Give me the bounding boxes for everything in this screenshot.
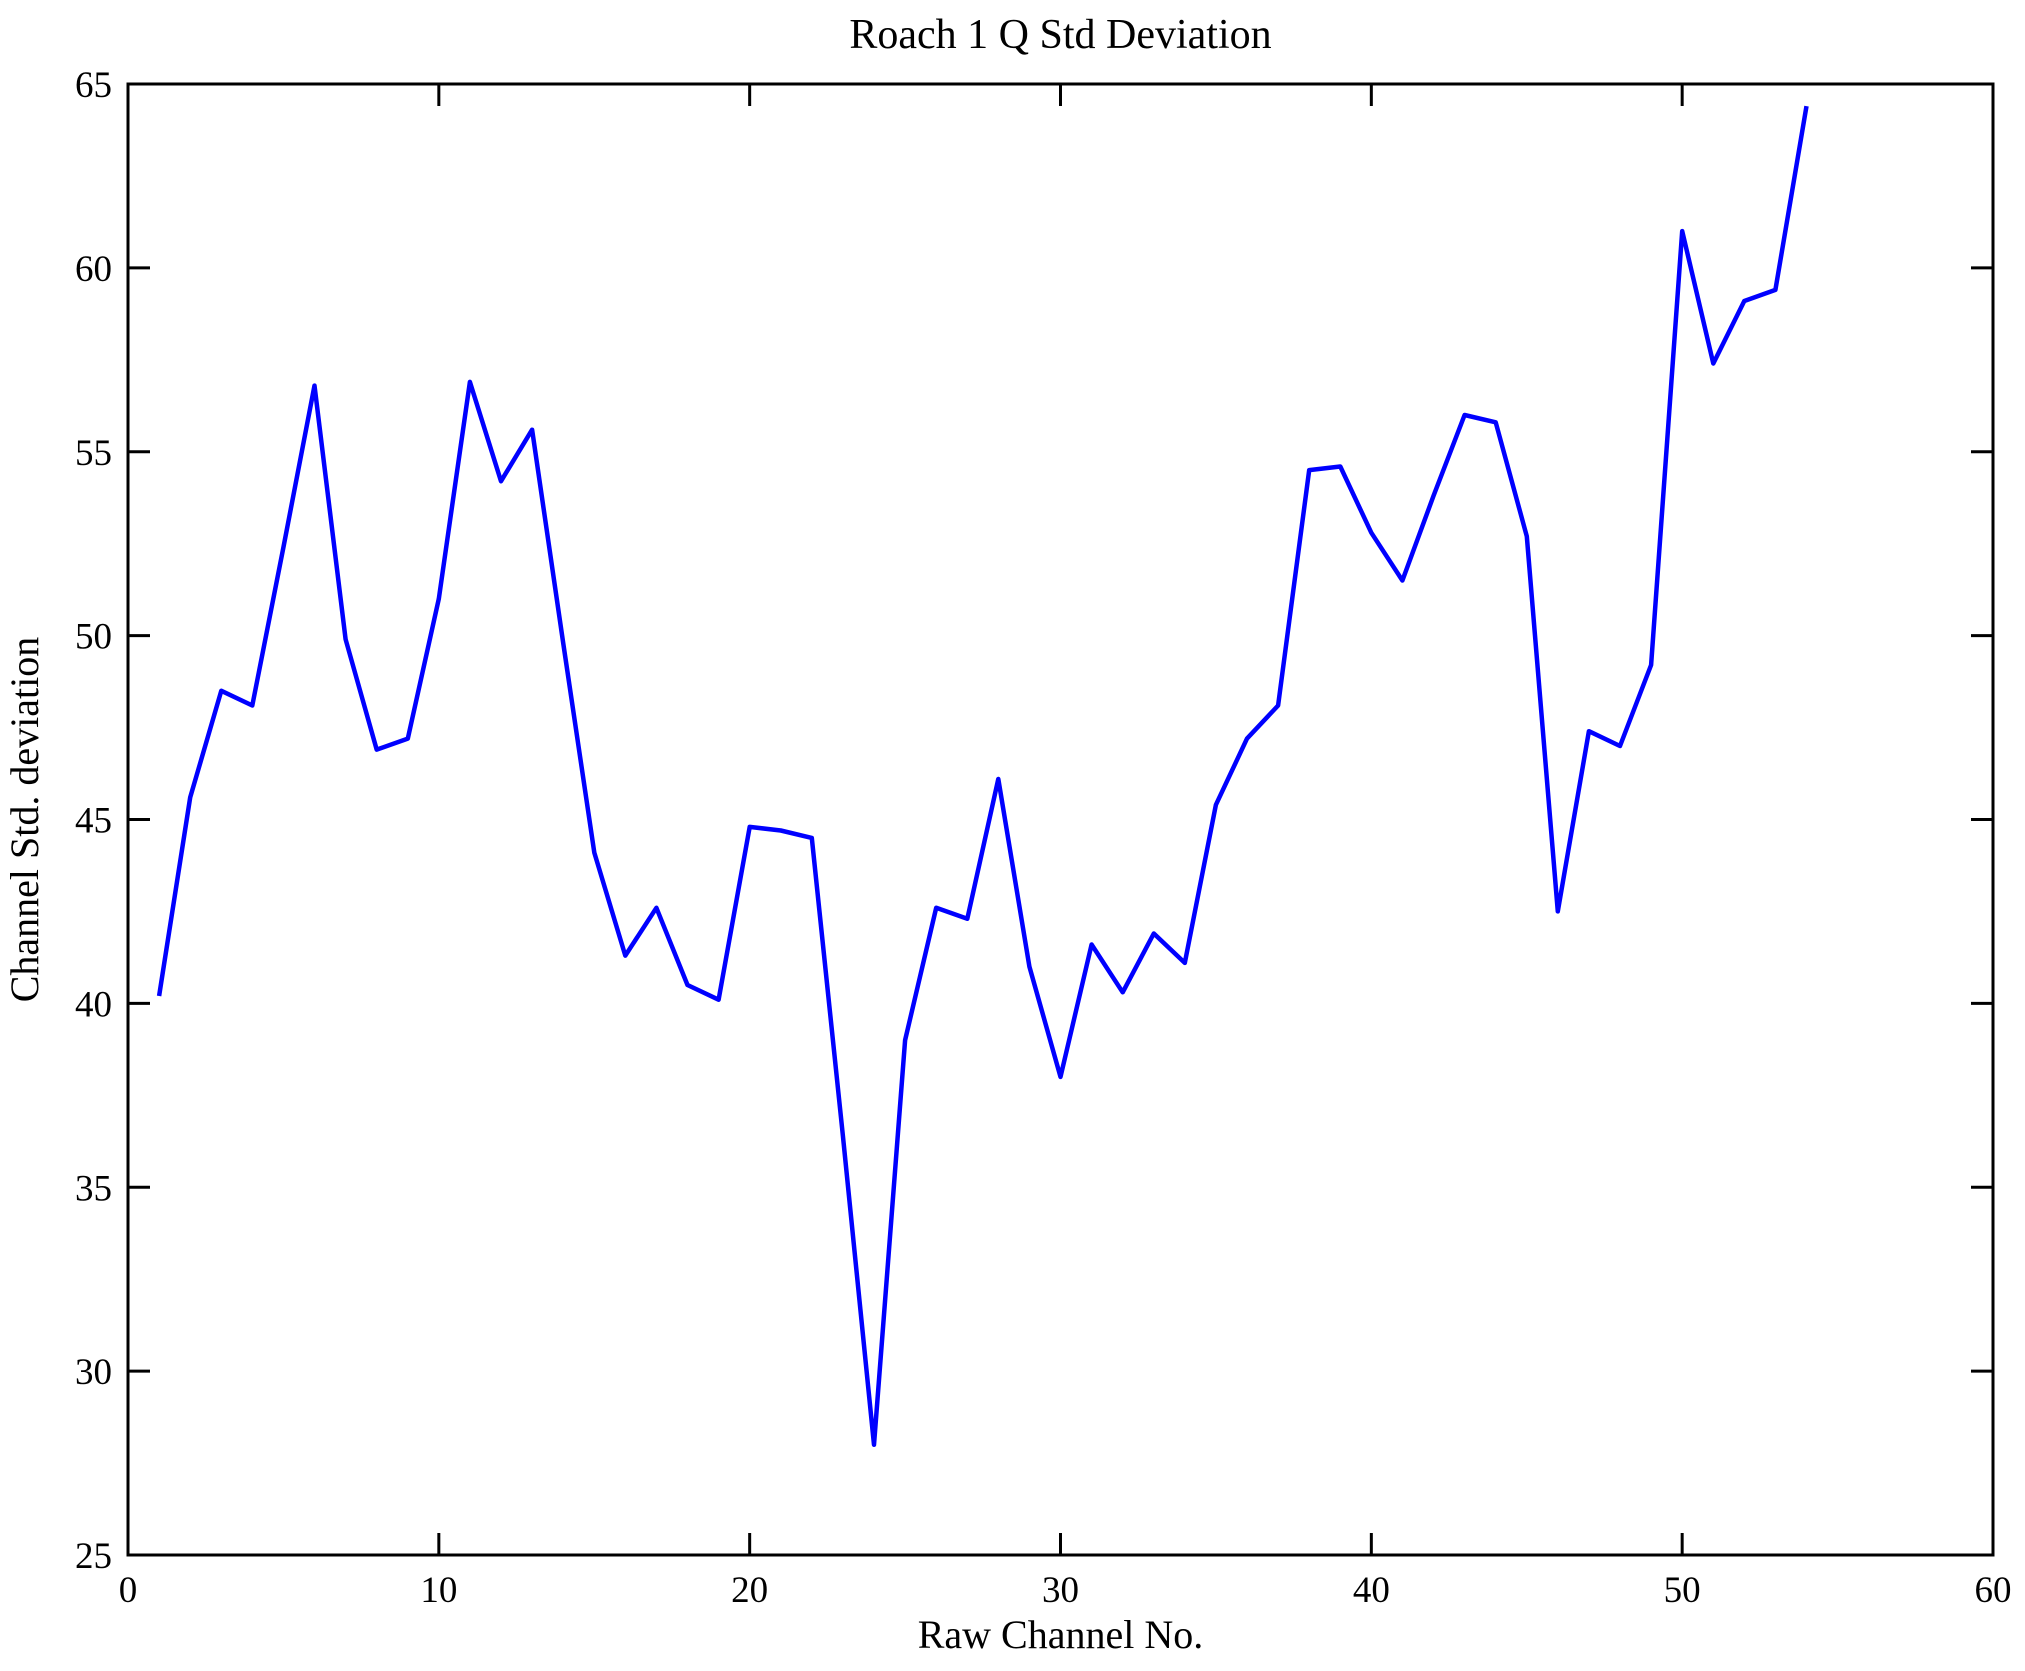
chart-title: Roach 1 Q Std Deviation (849, 12, 1271, 58)
x-axis-label: Raw Channel No. (918, 1612, 1204, 1657)
data-line (156, 105, 1809, 1447)
y-tick-label: 50 (75, 617, 112, 658)
x-tick-label: 20 (731, 1570, 768, 1611)
y-tick-label: 30 (75, 1352, 112, 1393)
y-tick-label: 55 (75, 433, 112, 474)
tick-marks (126, 82, 1995, 1557)
x-tick-label: 40 (1353, 1570, 1390, 1611)
axis-tick-labels: 0 10 20 30 40 50 60 25 30 35 40 45 50 55 60 65 (75, 65, 2012, 1611)
y-tick-label: 65 (75, 65, 112, 106)
axis-frame (126, 82, 1995, 1557)
x-tick-label: 30 (1042, 1570, 1079, 1611)
y-tick-label: 40 (75, 984, 112, 1025)
y-tick-label: 60 (75, 249, 112, 290)
y-tick-label: 35 (75, 1168, 112, 1209)
y-tick-label: 45 (75, 801, 112, 842)
y-tick-label: 25 (75, 1536, 112, 1577)
y-axis-label: Channel Std. deviation (2, 637, 47, 1003)
series-line (156, 105, 1809, 1447)
x-tick-label: 10 (420, 1570, 457, 1611)
x-tick-label: 60 (1975, 1570, 2012, 1611)
x-tick-label: 50 (1664, 1570, 1701, 1611)
x-tick-label: 0 (119, 1570, 138, 1611)
